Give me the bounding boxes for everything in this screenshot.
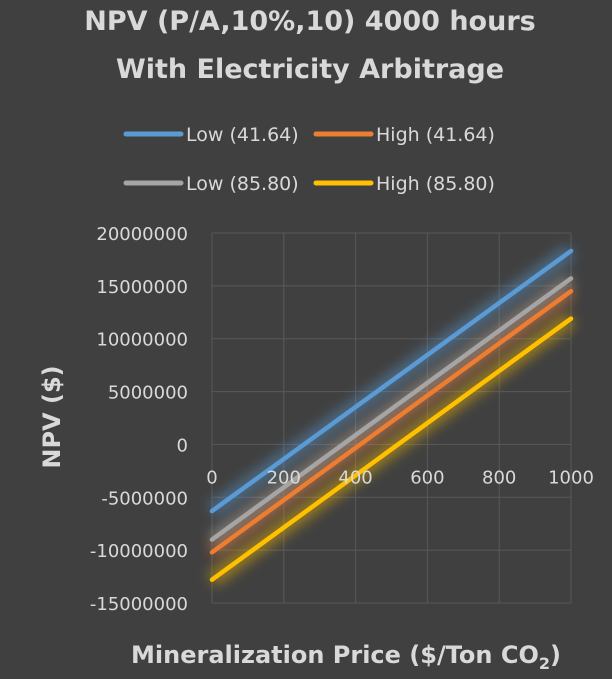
y-tick-label: 5000000 — [108, 383, 188, 404]
series-line-1 — [209, 288, 574, 555]
y-tick-label: -10000000 — [90, 541, 188, 562]
y-tick-label: -5000000 — [101, 488, 188, 509]
y-axis-label: NPV ($) — [38, 365, 66, 468]
x-axis-label: Mineralization Price ($/Ton CO2) — [131, 641, 561, 673]
series-line-3 — [209, 316, 574, 582]
y-tick-label: -15000000 — [90, 594, 188, 615]
y-tick-label: 15000000 — [96, 277, 188, 298]
y-tick-label: 20000000 — [96, 224, 188, 245]
x-axis-ticks: 0 200 400 600 800 1000 — [206, 467, 594, 488]
x-axis-label-main: Mineralization Price ($/Ton CO — [131, 641, 539, 669]
x-tick-label: 0 — [206, 467, 217, 488]
y-axis-ticks: 20000000 15000000 10000000 5000000 0 -5000000… — [90, 224, 188, 615]
legend-label-1: High (41.64) — [376, 124, 495, 146]
x-axis-label-close: ) — [550, 641, 561, 669]
x-tick-label: 200 — [267, 467, 301, 488]
legend-label-3: High (85.80) — [376, 173, 495, 195]
legend: Low (41.64) High (41.64) Low (85.80) High (… — [123, 124, 495, 195]
series-line-2 — [209, 276, 574, 542]
series-line-0 — [209, 248, 574, 514]
x-tick-label: 600 — [410, 467, 444, 488]
y-tick-label: 10000000 — [96, 330, 188, 351]
series — [209, 248, 574, 582]
chart-title-line-1: NPV (P/A,10%,10) 4000 hours — [84, 6, 535, 37]
legend-label-2: Low (85.80) — [186, 173, 299, 195]
chart-title-line-2: With Electricity Arbitrage — [116, 54, 504, 85]
x-tick-label: 1000 — [548, 467, 594, 488]
x-axis-label-subscript: 2 — [539, 654, 550, 673]
x-tick-label: 400 — [338, 467, 372, 488]
x-tick-label: 800 — [482, 467, 516, 488]
series-glow — [207, 244, 576, 587]
y-tick-label: 0 — [177, 435, 188, 456]
legend-label-0: Low (41.64) — [186, 124, 299, 146]
